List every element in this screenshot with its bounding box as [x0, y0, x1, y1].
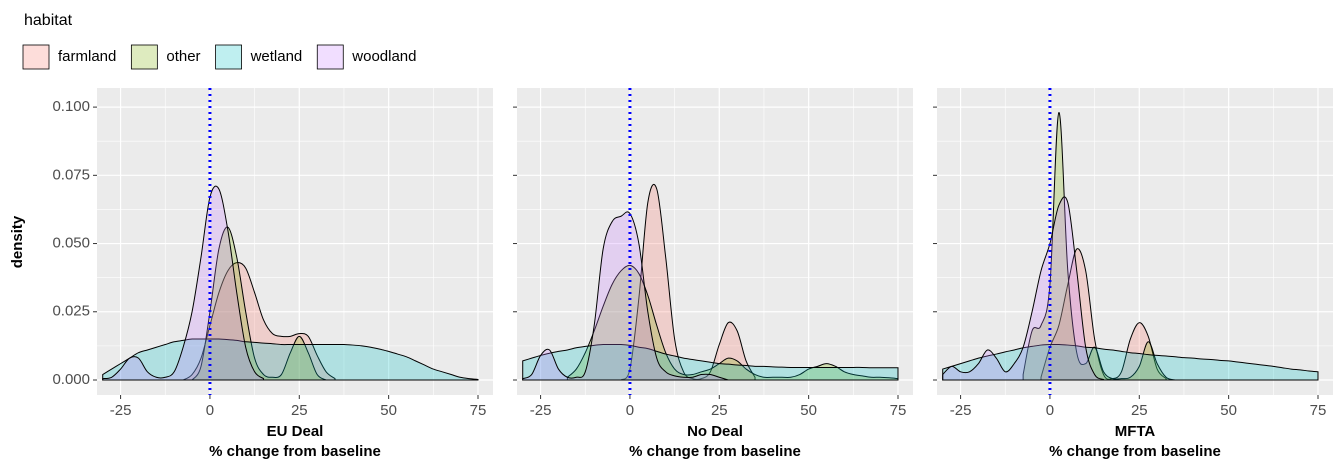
x-tick-label: 50 — [800, 402, 817, 419]
x-tick-label: 25 — [291, 402, 308, 419]
x-tick-label: 25 — [711, 402, 728, 419]
y-tick-label: 0.100 — [52, 98, 90, 115]
x-tick-label: 0 — [206, 402, 214, 419]
x-axis-title: EU Deal — [267, 423, 324, 440]
legend-key — [316, 44, 345, 70]
density-area — [181, 262, 336, 381]
x-tick-label: 50 — [1220, 402, 1237, 419]
density-area — [566, 264, 899, 381]
legend-swatch — [316, 44, 344, 70]
x-tick-label: -25 — [530, 402, 552, 419]
x-tick-label: 25 — [1131, 402, 1148, 419]
legend-swatch — [215, 44, 242, 70]
legend-title: habitat — [24, 12, 73, 29]
x-axis-title: % change from baseline — [629, 443, 801, 460]
density-area — [522, 211, 729, 381]
legend-key — [130, 44, 159, 70]
legend-key — [214, 44, 243, 70]
density-area — [942, 196, 1105, 381]
density-area — [942, 343, 1319, 381]
density-area — [102, 338, 479, 381]
x-tick-label: 75 — [1310, 402, 1327, 419]
legend-label: woodland — [351, 48, 416, 65]
density-area — [102, 185, 265, 381]
panel-background — [517, 88, 913, 395]
legend-swatch — [22, 44, 50, 70]
x-axis-title: No Deal — [687, 423, 743, 440]
x-tick-label: -25 — [110, 402, 132, 419]
x-axis-title: MFTA — [1115, 423, 1156, 440]
y-tick-label: 0.050 — [52, 235, 90, 252]
legend-label: wetland — [250, 48, 303, 65]
legend-label: farmland — [58, 48, 116, 65]
y-tick-label: 0.000 — [52, 371, 90, 388]
density-area — [619, 183, 756, 381]
legend-key — [22, 44, 50, 70]
density-area — [1040, 248, 1167, 381]
density-area — [522, 343, 899, 381]
y-tick-label: 0.075 — [52, 166, 90, 183]
x-axis-title: % change from baseline — [209, 443, 381, 460]
x-axis-title: % change from baseline — [1049, 443, 1221, 460]
x-tick-label: 50 — [380, 402, 397, 419]
y-tick-label: 0.025 — [52, 303, 90, 320]
x-tick-label: 0 — [626, 402, 634, 419]
legend-swatch — [130, 44, 158, 70]
density-area — [1022, 112, 1176, 381]
legend-label: other — [166, 48, 200, 65]
panel-background — [937, 88, 1333, 395]
x-tick-label: 75 — [890, 402, 907, 419]
x-tick-label: 0 — [1046, 402, 1054, 419]
x-tick-label: 75 — [470, 402, 487, 419]
panel-background — [97, 88, 493, 395]
y-axis-title: density — [9, 215, 26, 268]
x-tick-label: -25 — [950, 402, 972, 419]
